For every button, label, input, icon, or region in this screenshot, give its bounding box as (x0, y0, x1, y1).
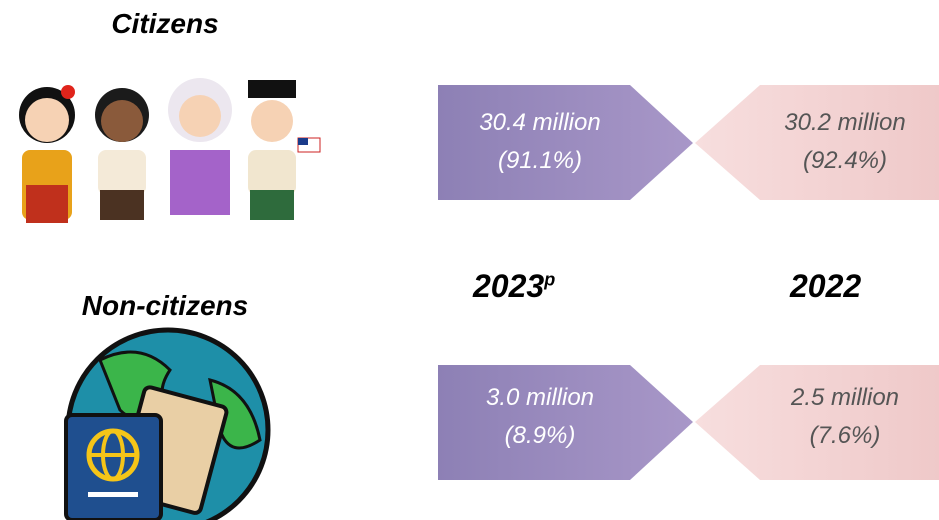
population: 2.5 million (750, 379, 939, 417)
population: 30.4 million (445, 104, 635, 142)
share: (92.4%) (750, 142, 939, 180)
value-2022-non-citizens: 2.5 million (7.6%) (750, 379, 939, 455)
travel-illustration (66, 330, 268, 520)
value-2022-citizens: 30.2 million (92.4%) (750, 104, 939, 180)
population: 30.2 million (750, 104, 939, 142)
share: (8.9%) (445, 417, 635, 455)
value-2023-non-citizens: 3.0 million (8.9%) (445, 379, 635, 455)
value-2023-citizens: 30.4 million (91.1%) (445, 104, 635, 180)
people-illustration (19, 78, 320, 223)
year-previous: 2022 (790, 268, 861, 305)
year: 2023 (473, 268, 544, 304)
share: (91.1%) (445, 142, 635, 180)
year-current: 2023p (473, 268, 555, 305)
share: (7.6%) (750, 417, 939, 455)
population: 3.0 million (445, 379, 635, 417)
page: Citizens Non-citizens 30.4 million (91.1… (0, 0, 939, 520)
provisional-mark: p (544, 269, 555, 289)
